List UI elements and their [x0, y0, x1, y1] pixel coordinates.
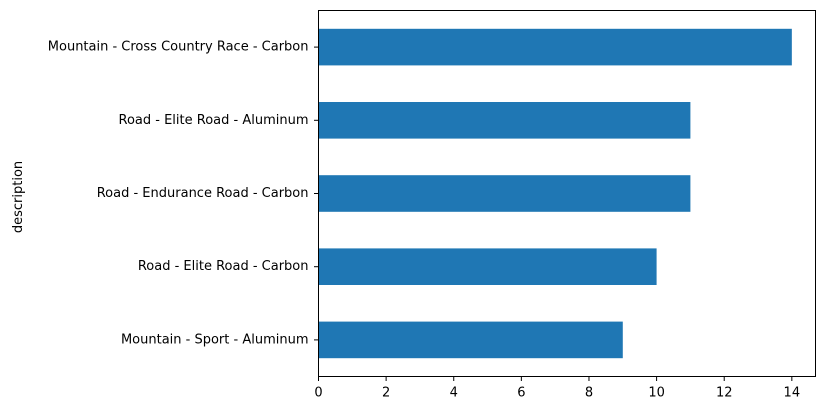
bars-layer	[318, 28, 792, 359]
y-tick-label: Road - Elite Road - Aluminum	[119, 113, 309, 128]
y-tick-label: Road - Endurance Road - Carbon	[97, 186, 309, 201]
x-tick-label: 6	[517, 386, 525, 401]
bar	[318, 248, 657, 285]
x-tick-label: 0	[314, 386, 322, 401]
bar	[318, 321, 623, 359]
y-tick-label: Mountain - Sport - Aluminum	[121, 332, 309, 347]
x-tick-label: 14	[784, 386, 801, 401]
x-tick-label: 12	[716, 386, 733, 401]
y-tick-label: Road - Elite Road - Carbon	[138, 259, 309, 274]
x-tick-label: 10	[648, 386, 665, 401]
bar	[318, 175, 691, 212]
bar	[318, 102, 691, 139]
y-tick-label: Mountain - Cross Country Race - Carbon	[48, 40, 309, 55]
y-axis: Mountain - Sport - Aluminum Road - Elite …	[48, 40, 319, 347]
plot-frame	[318, 10, 816, 377]
x-tick-label: 4	[450, 386, 458, 401]
y-axis-label: description	[11, 161, 26, 233]
bar	[318, 28, 792, 66]
x-tick-label: 2	[382, 386, 390, 401]
x-tick-label: 8	[585, 386, 593, 401]
x-axis: 0 2 4 6 8 10 12 14	[314, 376, 801, 401]
